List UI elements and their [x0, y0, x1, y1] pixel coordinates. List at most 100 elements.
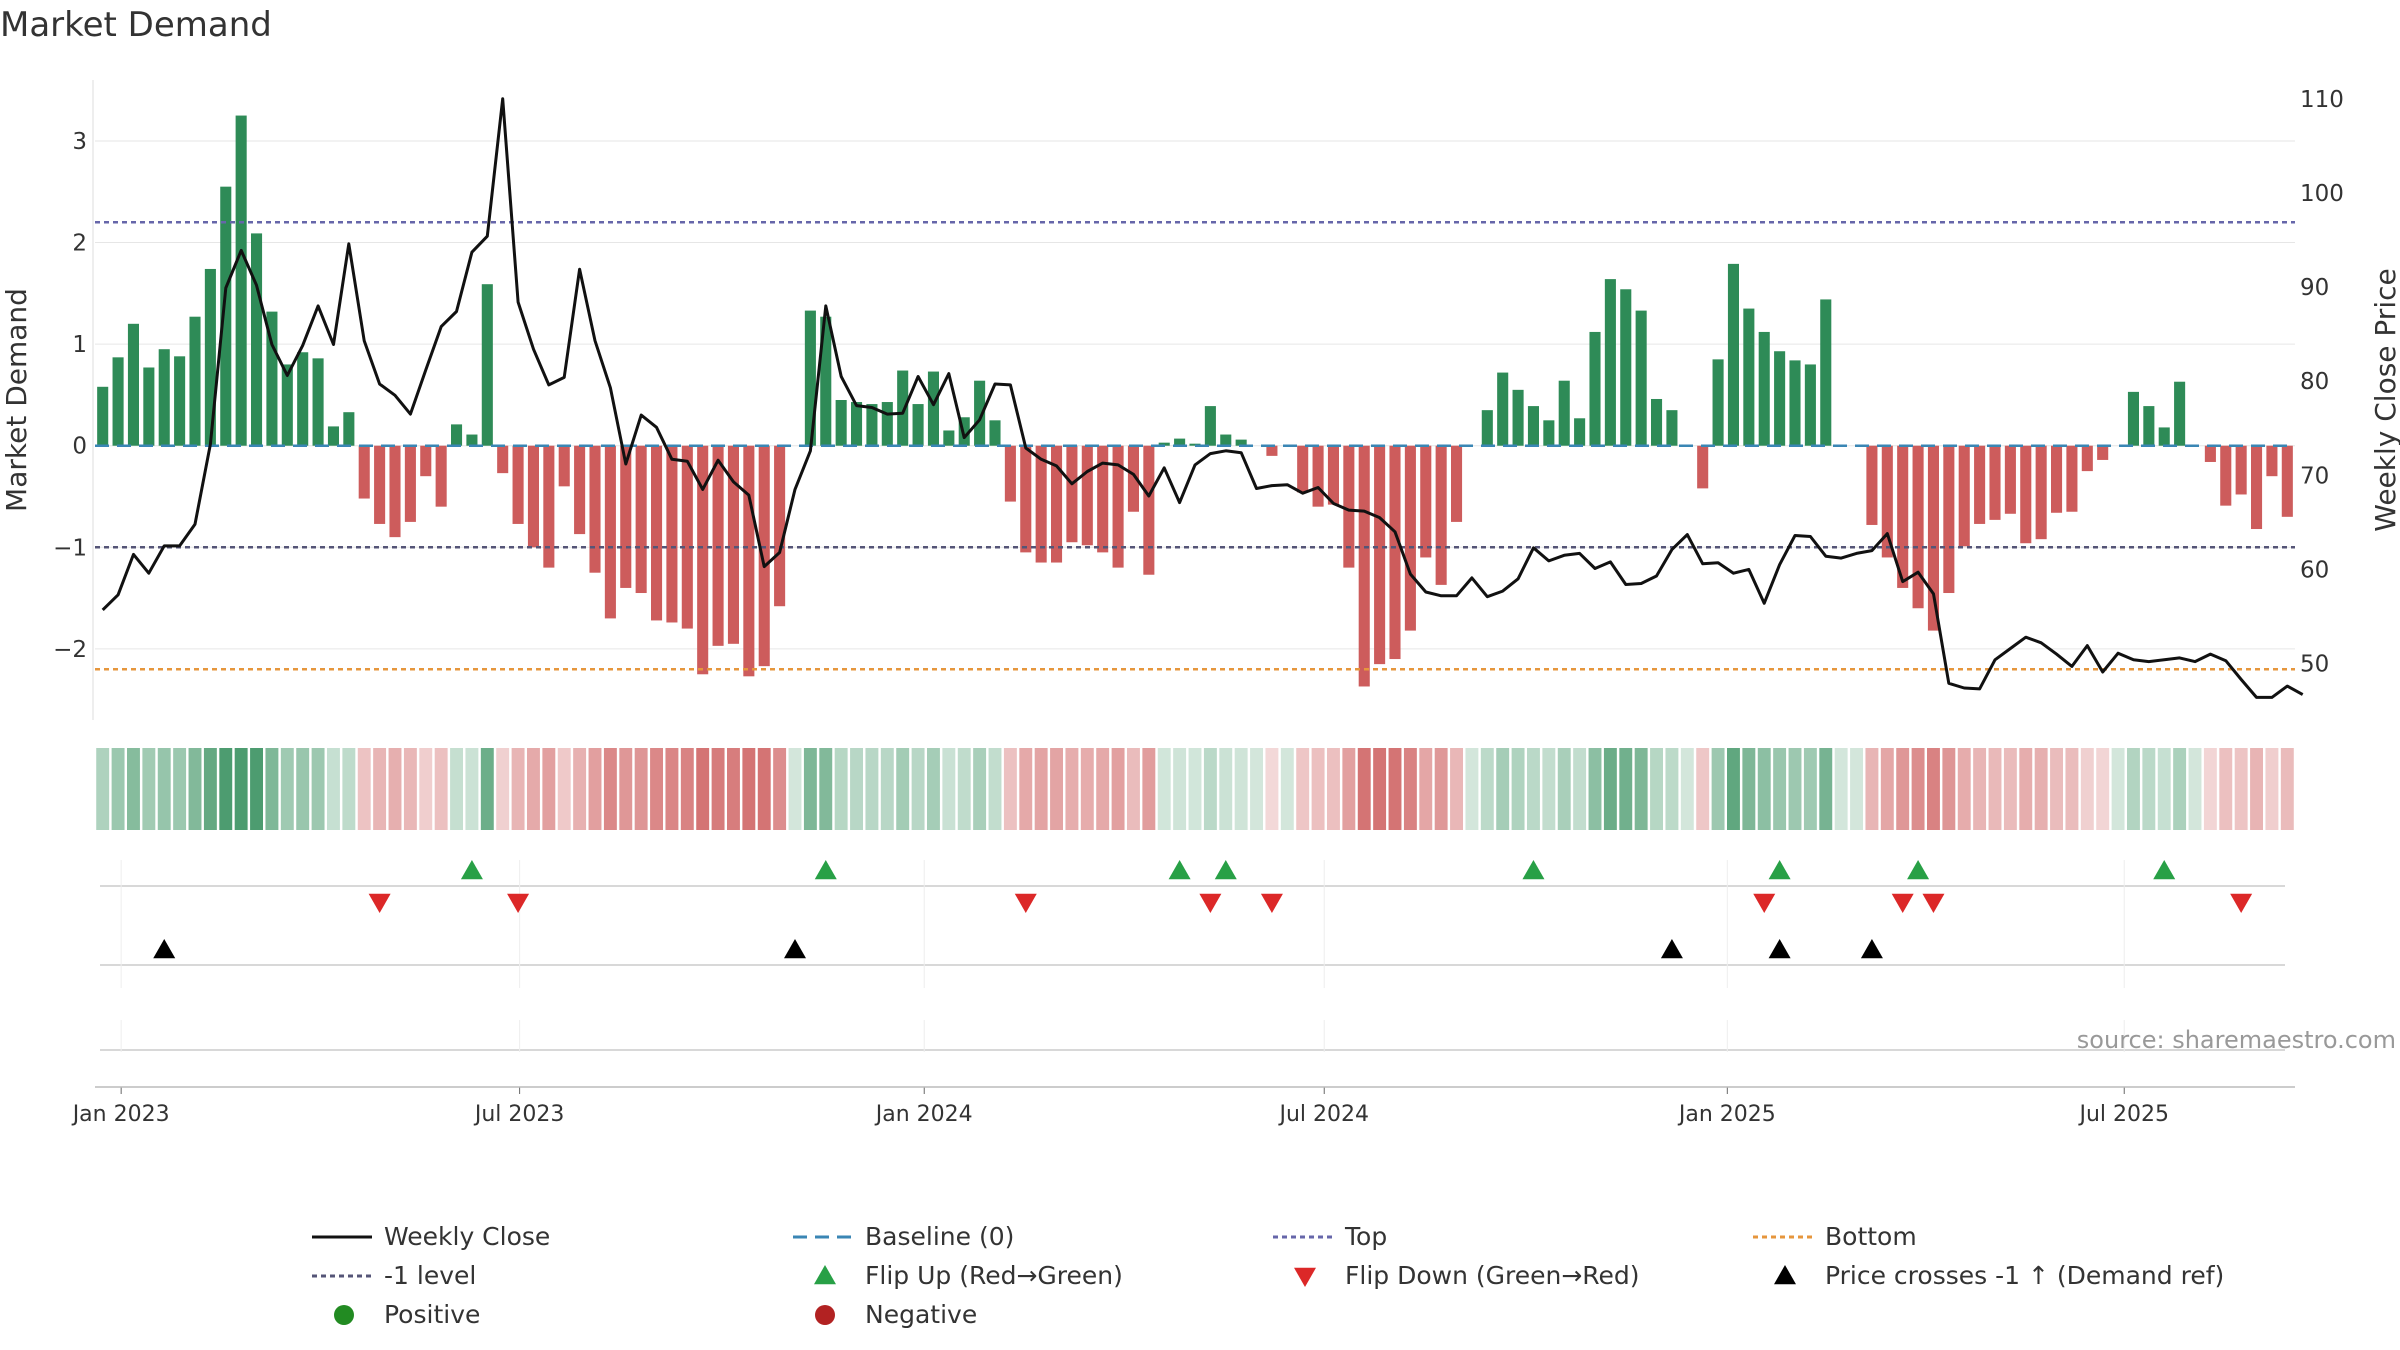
demand-bar: [1327, 445, 1339, 505]
heat-strip-cell: [2250, 748, 2263, 830]
flip-up-marker: [2153, 860, 2176, 880]
demand-bar: [1066, 445, 1078, 543]
demand-bar: [435, 445, 447, 507]
demand-bar: [1004, 445, 1016, 502]
heat-strip-cell: [2219, 748, 2233, 830]
demand-bar: [1420, 445, 1432, 558]
heat-strip-cell: [988, 748, 1002, 830]
y-tick-label-right: 50: [2300, 652, 2329, 678]
heat-strip-cell: [1327, 748, 1340, 830]
heat-strip-cell: [2080, 748, 2094, 830]
demand-bar: [251, 233, 263, 446]
flip-down-marker: [2230, 893, 2253, 913]
heat-strip-cell: [1296, 748, 1310, 830]
flip-up-marker: [460, 860, 483, 880]
heat-strip-cell: [1419, 748, 1433, 830]
legend-item: Flip Down (Green→Red): [1294, 1261, 1640, 1290]
demand-bar: [1435, 445, 1447, 585]
heat-strip-cell: [1096, 748, 1110, 830]
y-tick-label-left: 2: [72, 231, 87, 257]
demand-bar: [1235, 439, 1247, 446]
demand-bar: [1804, 364, 1816, 446]
demand-bar: [1404, 445, 1416, 631]
heat-strip-cell: [296, 748, 310, 830]
demand-bar: [112, 357, 124, 446]
demand-bar: [97, 386, 109, 446]
demand-bar: [712, 445, 724, 646]
legend-item: Top: [1273, 1222, 1387, 1251]
demand-bar: [1574, 418, 1586, 446]
x-tick-label: Jul 2024: [1277, 1102, 1369, 1127]
demand-bar: [220, 186, 232, 446]
demand-bar: [804, 310, 816, 446]
demand-heat-strip: [96, 748, 2294, 830]
demand-bar: [604, 445, 616, 619]
heat-strip-cell: [142, 748, 156, 830]
demand-bar: [358, 445, 370, 499]
heat-strip-cell: [1696, 748, 1710, 830]
demand-bar: [1158, 442, 1170, 446]
legend-item: Negative: [815, 1300, 977, 1329]
demand-bar: [1358, 445, 1370, 687]
price-line: [101, 97, 2304, 699]
heat-strip-cell: [1634, 748, 1648, 830]
demand-bar: [266, 311, 278, 446]
heat-strip-cell: [1019, 748, 1033, 830]
heat-strip-cell: [1988, 748, 2002, 830]
heat-strip-cell: [1773, 748, 1787, 830]
heat-strip-cell: [203, 748, 217, 830]
heat-strip-cell: [1311, 748, 1325, 830]
demand-bar: [1651, 398, 1663, 446]
y-axis-title-right: Weekly Close Price: [2369, 268, 2400, 531]
heat-strip-cell: [1465, 748, 1479, 830]
demand-bar: [1697, 445, 1709, 489]
demand-bar: [743, 445, 755, 677]
heat-strip-cell: [1619, 748, 1633, 830]
demand-bar: [2158, 427, 2170, 446]
demand-bar: [1881, 445, 1893, 558]
price-cross-marker: [1768, 939, 1791, 959]
demand-bar: [1943, 445, 1955, 594]
demand-bar: [1143, 445, 1155, 575]
demand-bar: [1666, 410, 1678, 446]
legend-label: Positive: [384, 1300, 480, 1329]
heat-strip-cell: [2050, 748, 2063, 830]
demand-bar: [1389, 445, 1401, 660]
heat-strip-cell: [1265, 748, 1279, 830]
heat-strip-cell: [188, 748, 202, 830]
heat-strip-cell: [1588, 748, 1602, 830]
y-tick-label-left: 3: [72, 129, 87, 155]
heat-strip-cell: [819, 748, 833, 830]
demand-bar: [1097, 445, 1109, 553]
heat-strip-cell: [680, 748, 694, 830]
heat-strip-cell: [1342, 748, 1356, 830]
heat-strip-cell: [1650, 748, 1663, 830]
heat-strip-cell: [342, 748, 356, 830]
demand-bar: [1297, 445, 1309, 493]
flip-down-marker: [1260, 893, 1283, 913]
heat-strip-cell: [403, 748, 417, 830]
heat-strip-cell: [219, 748, 233, 830]
demand-bar: [1543, 420, 1555, 446]
demand-bar: [1051, 445, 1063, 563]
y-tick-label-right: 60: [2300, 557, 2329, 583]
heat-strip-cell: [111, 748, 125, 830]
demand-bar: [2266, 445, 2278, 477]
heat-strip-cell: [1727, 748, 1740, 830]
heat-strip-cell: [1973, 748, 1987, 830]
demand-bar: [189, 316, 201, 446]
demand-bar: [512, 445, 524, 524]
reference-levels: [95, 220, 2295, 671]
heat-strip-cell: [157, 748, 171, 830]
heat-strip-cell: [896, 748, 910, 830]
flip-up-marker: [1168, 860, 1191, 880]
heat-strip-cell: [527, 748, 540, 830]
heat-strip-cell: [1280, 748, 1294, 830]
heat-strip-cell: [1603, 748, 1617, 830]
demand-bar: [1312, 445, 1324, 507]
heat-strip-cell: [942, 748, 956, 830]
demand-bar: [1127, 445, 1139, 512]
legend-label: Weekly Close: [384, 1222, 550, 1251]
legend-swatch: [1294, 1267, 1316, 1287]
heat-strip-cell: [957, 748, 971, 830]
